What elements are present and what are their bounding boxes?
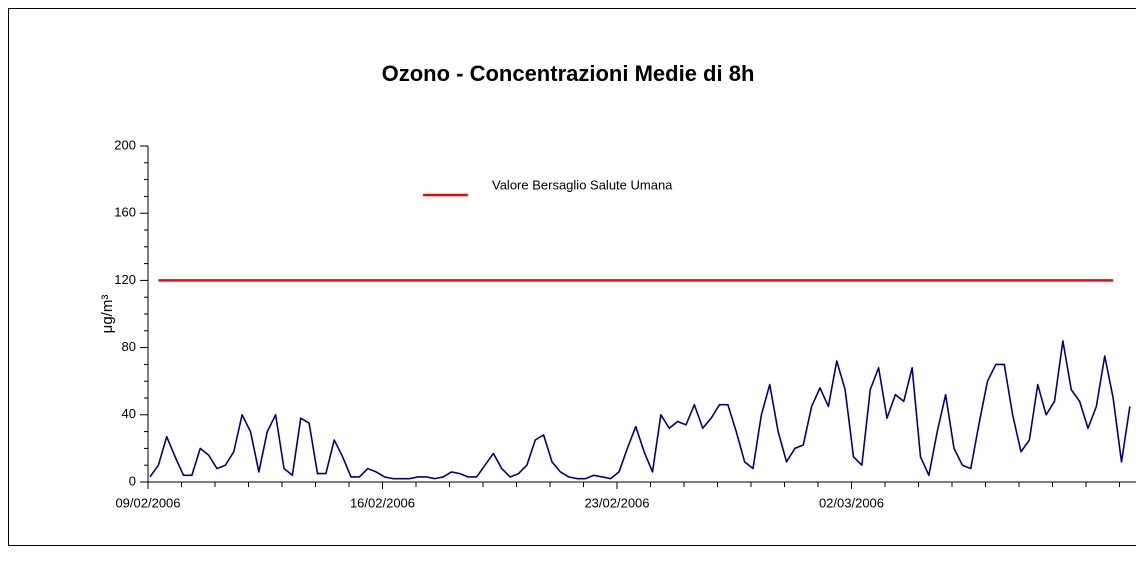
y-tick-label: 0 <box>129 473 136 488</box>
x-tick-label: 02/03/2006 <box>819 495 884 510</box>
legend-label: Valore Bersaglio Salute Umana <box>492 177 673 192</box>
y-tick-label: 160 <box>114 205 136 220</box>
chart-border <box>8 8 1136 546</box>
line-series <box>149 340 1131 480</box>
x-tick-label: 23/02/2006 <box>584 495 649 510</box>
y-tick-label: 40 <box>122 406 136 421</box>
y-tick-label: 200 <box>114 137 136 152</box>
x-tick-label: 09/02/2006 <box>115 495 180 510</box>
chart-title: Ozono - Concentrazioni Medie di 8h <box>382 61 755 86</box>
y-tick-label: 120 <box>114 272 136 287</box>
y-axis-label: μg/m³ <box>99 295 116 334</box>
x-tick-label: 16/02/2006 <box>350 495 415 510</box>
y-tick-label: 80 <box>122 339 136 354</box>
